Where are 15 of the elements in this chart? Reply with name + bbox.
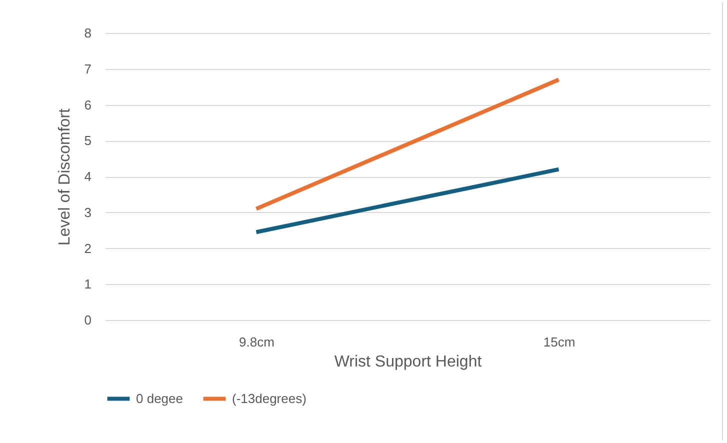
y-tick-label: 1 (84, 276, 92, 292)
y-tick-label: 8 (84, 26, 92, 40)
y-tick-label: 5 (84, 133, 92, 148)
y-tick-label: 0 (84, 312, 92, 328)
y-tick-label: 4 (84, 169, 92, 184)
x-tick-label: 15cm (543, 334, 576, 350)
y-axis-title: Level of Discomfort (56, 108, 74, 246)
x-tick-label: 9.8cm (239, 334, 274, 350)
y-tick-label: 6 (84, 97, 92, 112)
legend-label: 0 degee (136, 390, 183, 406)
y-tick-label: 3 (84, 204, 92, 220)
x-axis-title: Wrist Support Height (334, 354, 482, 370)
y-tick-label: 7 (84, 61, 92, 76)
legend-label: (-13degrees) (232, 390, 306, 406)
y-tick-label: 2 (84, 240, 92, 256)
